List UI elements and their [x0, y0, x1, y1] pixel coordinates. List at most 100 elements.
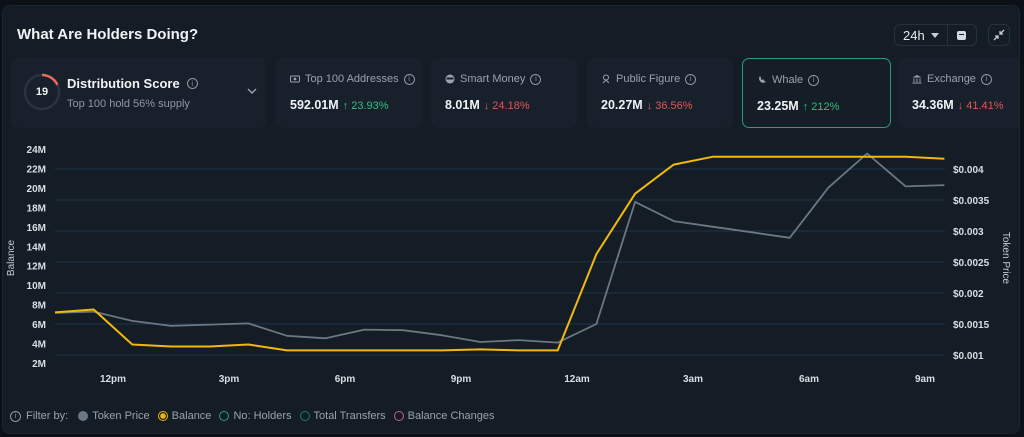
card-label-text: Public Figure	[616, 73, 681, 85]
svg-text:6am: 6am	[799, 374, 819, 385]
svg-text:20M: 20M	[27, 184, 46, 195]
card-label: Smart Money i	[445, 73, 542, 85]
card-label: Top 100 Addresses i	[290, 73, 415, 85]
time-range-dropdown[interactable]: 24h	[895, 25, 948, 45]
info-icon[interactable]: i	[685, 73, 697, 85]
svg-text:22M: 22M	[27, 164, 46, 175]
svg-text:18M: 18M	[27, 203, 46, 214]
card-label-text: Exchange	[927, 73, 976, 85]
value-text: 8.01M	[445, 98, 480, 112]
svg-text:3am: 3am	[683, 374, 703, 385]
svg-text:$0.0015: $0.0015	[953, 320, 990, 331]
distribution-score-label: Distribution Score	[67, 76, 180, 91]
card-whale[interactable]: Whale i 23.25M ↑ 212%	[742, 58, 891, 128]
svg-text:$0.0035: $0.0035	[953, 196, 990, 207]
value-text: 34.36M	[912, 98, 954, 112]
card-smart-money[interactable]: Smart Money i 8.01M ↓ 24.18%	[431, 58, 577, 128]
card-label-text: Smart Money	[460, 73, 526, 85]
balance-radio-icon	[157, 411, 168, 421]
card-label: Whale i	[757, 74, 820, 86]
card-value: 20.27M ↓ 36.56%	[601, 98, 693, 112]
svg-text:4M: 4M	[32, 340, 46, 351]
info-icon[interactable]: i	[808, 74, 820, 86]
card-top-100-addresses[interactable]: Top 100 Addresses i 592.01M ↑ 23.93%	[276, 58, 422, 128]
collapse-button[interactable]	[988, 24, 1010, 46]
person-icon	[602, 74, 610, 84]
no-holders-radio-icon	[219, 411, 230, 421]
chevron-down-icon[interactable]	[246, 87, 258, 95]
distribution-score-title: Distribution Score i	[67, 76, 198, 91]
svg-text:12M: 12M	[27, 262, 46, 273]
right-axis-ticks: $0.004 $0.0035 $0.003 $0.0025 $0.002 $0.0015 $…	[953, 165, 990, 362]
legend-balance-changes[interactable]: Balance Changes	[393, 410, 495, 422]
info-icon[interactable]: i	[530, 73, 542, 85]
token-price-line	[54, 152, 945, 344]
card-label: Exchange i	[912, 73, 992, 85]
card-value: 34.36M ↓ 41.41%	[912, 98, 1004, 112]
svg-text:6pm: 6pm	[335, 374, 356, 385]
legend-label: No: Holders	[233, 410, 292, 422]
svg-text:12am: 12am	[564, 374, 590, 385]
left-axis-label: Balance	[6, 239, 17, 276]
change-badge: ↑ 23.93%	[342, 100, 389, 112]
legend-no-holders[interactable]: No: Holders	[219, 410, 292, 422]
change-badge: ↓ 24.18%	[483, 100, 530, 112]
value-text: 592.01M	[290, 98, 339, 112]
legend-balance[interactable]: Balance	[157, 410, 212, 422]
collapse-icon	[993, 29, 1005, 41]
token-price-dot-icon	[78, 411, 89, 421]
svg-text:2M: 2M	[32, 359, 46, 370]
legend-label: Balance	[171, 410, 212, 422]
whale-icon	[759, 76, 766, 83]
svg-text:$0.002: $0.002	[953, 289, 984, 300]
svg-text:10M: 10M	[27, 281, 46, 292]
legend-label: Balance Changes	[407, 410, 495, 422]
calendar-button[interactable]	[948, 25, 976, 45]
value-text: 23.25M	[757, 99, 799, 113]
svg-text:6M: 6M	[32, 320, 46, 331]
svg-text:16M: 16M	[27, 223, 46, 234]
time-range-controls: 24h	[894, 24, 977, 46]
card-public-figure[interactable]: Public Figure i 20.27M ↓ 36.56%	[587, 58, 733, 128]
right-axis-label: Token Price	[1000, 232, 1011, 285]
legend-token-price[interactable]: Token Price	[78, 410, 150, 422]
info-icon[interactable]: i	[980, 73, 992, 85]
card-label-text: Top 100 Addresses	[305, 73, 399, 85]
total-transfers-radio-icon	[299, 411, 310, 421]
svg-text:$0.001: $0.001	[953, 351, 984, 362]
svg-text:12pm: 12pm	[100, 374, 126, 385]
distribution-score-value: 19	[35, 86, 49, 98]
legend-label: Token Price	[92, 410, 150, 422]
svg-text:3pm: 3pm	[219, 374, 240, 385]
svg-text:$0.003: $0.003	[953, 227, 984, 238]
value-text: 20.27M	[601, 98, 643, 112]
info-icon[interactable]: i	[186, 78, 198, 89]
caret-down-icon	[930, 32, 939, 38]
distribution-score-card[interactable]: 19 Distribution Score i Top 100 hold 56%…	[11, 58, 266, 128]
time-range-label: 24h	[903, 27, 925, 43]
legend-label: Total Transfers	[313, 410, 386, 422]
calendar-icon	[957, 30, 967, 40]
info-icon[interactable]: i	[403, 73, 415, 85]
distribution-subtitle: Top 100 hold 56% supply	[67, 98, 190, 110]
holders-chart[interactable]: 24M 22M 20M 18M 16M 14M 12M 10M 8M 6M 4M 2M $0.004 $…	[3, 6, 1020, 434]
change-badge: ↓ 41.41%	[957, 100, 1004, 112]
holders-panel: What Are Holders Doing? 24h 19 Distribut…	[2, 5, 1020, 434]
chart-grid	[55, 168, 945, 356]
svg-text:8M: 8M	[32, 301, 46, 312]
card-label: Public Figure i	[601, 73, 697, 85]
svg-text:24M: 24M	[27, 145, 46, 156]
card-value: 23.25M ↑ 212%	[757, 99, 839, 113]
svg-text:14M: 14M	[27, 242, 46, 253]
bank-icon	[912, 75, 922, 84]
card-value: 592.01M ↑ 23.93%	[290, 98, 389, 112]
score-ring	[23, 73, 61, 111]
svg-text:$0.004: $0.004	[953, 165, 984, 176]
x-axis-ticks: 12pm 3pm 6pm 9pm 12am 3am 6am 9am	[100, 374, 935, 385]
change-badge: ↑ 212%	[802, 101, 840, 113]
balance-changes-radio-icon	[393, 411, 404, 421]
left-axis-ticks: 24M 22M 20M 18M 16M 14M 12M 10M 8M 6M 4M 2M	[27, 145, 46, 370]
info-icon[interactable]: i	[10, 410, 21, 422]
card-exchange[interactable]: Exchange i 34.36M ↓ 41.41%	[898, 58, 1019, 128]
legend-total-transfers[interactable]: Total Transfers	[299, 410, 386, 422]
